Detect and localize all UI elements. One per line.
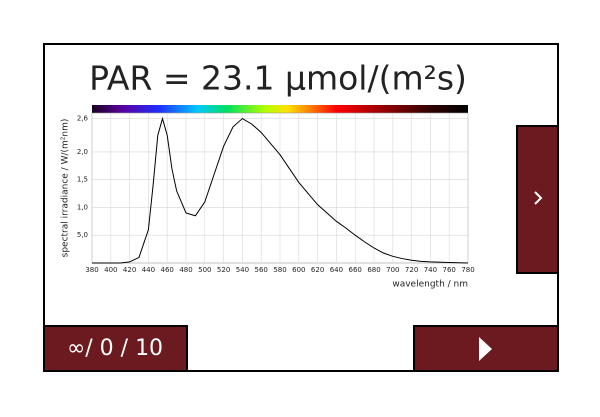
x-tick-label: 420 [123, 266, 136, 274]
x-tick-label: 620 [311, 266, 324, 274]
x-tick-label: 580 [273, 266, 286, 274]
x-tick-label: 760 [443, 266, 456, 274]
x-tick-label: 700 [386, 266, 399, 274]
y-tick-label: 2,0 [77, 148, 88, 156]
x-tick-label: 500 [198, 266, 211, 274]
spectrum-bar [92, 105, 468, 113]
x-tick-label: 780 [461, 266, 474, 274]
x-tick-label: 600 [292, 266, 305, 274]
next-button[interactable] [516, 125, 559, 274]
spectrum-line [92, 116, 469, 264]
x-tick-label: 400 [104, 266, 117, 274]
y-tick-label: 5,0 [77, 231, 88, 239]
x-tick-label: 540 [236, 266, 249, 274]
x-tick-label: 740 [424, 266, 437, 274]
x-tick-label: 480 [179, 266, 192, 274]
x-tick-label: 660 [349, 266, 362, 274]
y-axis-label: spectral irradiance / W/(m²nm) [61, 119, 71, 258]
x-tick-label: 560 [255, 266, 268, 274]
play-button[interactable] [413, 325, 559, 372]
par-title: PAR = 23.1 µmol/(m²s) [89, 59, 467, 98]
y-tick-label: 1,5 [77, 176, 88, 184]
x-tick-label: 520 [217, 266, 230, 274]
x-tick-label: 640 [330, 266, 343, 274]
next-icon [534, 191, 543, 205]
x-tick-label: 440 [142, 266, 155, 274]
status-box [43, 325, 188, 372]
x-axis-label: wavelength / nm [392, 280, 468, 290]
x-tick-label: 380 [85, 266, 98, 274]
x-tick-label: 460 [161, 266, 174, 274]
y-tick-label: 1,0 [77, 203, 88, 211]
play-icon [479, 337, 492, 361]
y-tick-label: 2,6 [77, 115, 89, 123]
status-text: ∞/ 0 / 10 [67, 336, 163, 361]
plot [91, 112, 469, 264]
x-tick-label: 720 [405, 266, 418, 274]
x-tick-label: 680 [367, 266, 380, 274]
